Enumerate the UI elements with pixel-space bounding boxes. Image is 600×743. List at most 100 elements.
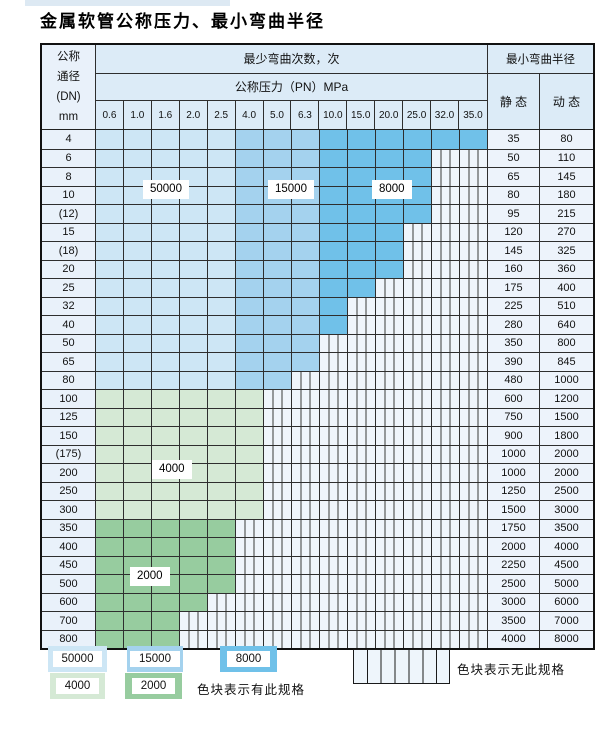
matrix-cell-spec	[152, 390, 180, 408]
matrix-cell-nospec	[432, 223, 460, 241]
matrix-cell-spec	[124, 408, 152, 426]
table-row: (12) 95 215	[42, 204, 593, 223]
matrix-cell-nospec	[404, 297, 432, 315]
dynamic-radius-cell: 400	[540, 279, 593, 297]
table-row: 250 1250 2500	[42, 481, 593, 500]
legend-swatch-label: 8000	[226, 651, 271, 667]
matrix-cell-nospec	[264, 390, 292, 408]
dynamic-radius-cell: 180	[540, 186, 593, 204]
matrix-cell-nospec	[460, 390, 488, 408]
dn-cell: 4	[42, 130, 96, 149]
matrix-cell-spec	[96, 630, 124, 648]
matrix-cell-nospec	[376, 612, 404, 630]
static-radius-cell: 750	[488, 408, 540, 426]
matrix-cell-spec	[152, 279, 180, 297]
matrix-cell-spec	[96, 316, 124, 334]
top-page-strip	[25, 0, 230, 6]
matrix-cell-spec	[96, 168, 124, 186]
matrix-cell-nospec	[292, 464, 320, 482]
static-radius-cell: 4000	[488, 630, 540, 648]
matrix-cell-nospec	[348, 612, 376, 630]
matrix-cell-nospec	[292, 538, 320, 556]
dynamic-radius-cell: 2500	[540, 482, 593, 500]
matrix-cell-spec	[208, 427, 236, 445]
matrix-cell-spec	[180, 223, 208, 241]
dynamic-radius-cell: 3500	[540, 519, 593, 537]
static-radius-cell: 50	[488, 149, 540, 167]
dn-cell: 65	[42, 353, 96, 371]
matrix-cell-spec	[124, 279, 152, 297]
static-radius-cell: 160	[488, 260, 540, 278]
dn-cell: 600	[42, 593, 96, 611]
matrix-cell-spec	[208, 445, 236, 463]
matrix-cell-spec	[180, 519, 208, 537]
matrix-cell-spec	[180, 316, 208, 334]
matrix-cell-nospec	[348, 575, 376, 593]
dn-cell: 800	[42, 630, 96, 648]
matrix-cell-nospec	[348, 464, 376, 482]
matrix-cell-nospec	[292, 501, 320, 519]
static-radius-cell: 1000	[488, 464, 540, 482]
matrix-cell-spec	[236, 223, 264, 241]
matrix-cell-nospec	[292, 556, 320, 574]
matrix-cell-nospec	[432, 260, 460, 278]
dynamic-radius-cell: 270	[540, 223, 593, 241]
matrix-cell-spec	[180, 353, 208, 371]
matrix-cell-spec	[124, 149, 152, 167]
matrix-cell-nospec	[432, 297, 460, 315]
table-row: 200 1000 2000	[42, 463, 593, 482]
matrix-cell-spec	[124, 130, 152, 149]
matrix-cell-spec	[264, 334, 292, 352]
matrix-cell-nospec	[236, 519, 264, 537]
matrix-cell-spec	[236, 334, 264, 352]
dynamic-radius-cell: 110	[540, 149, 593, 167]
matrix-cell-nospec	[460, 408, 488, 426]
matrix-cell-spec	[236, 316, 264, 334]
matrix-cell-spec	[208, 353, 236, 371]
matrix-cell-nospec	[460, 149, 488, 167]
static-radius-cell: 3500	[488, 612, 540, 630]
static-radius-cell: 280	[488, 316, 540, 334]
matrix-cell-spec	[180, 538, 208, 556]
matrix-cell-nospec	[432, 445, 460, 463]
legend-nospec-text: 色块表示无此规格	[457, 663, 566, 677]
matrix-cell-nospec	[320, 501, 348, 519]
matrix-cell-nospec	[460, 260, 488, 278]
matrix-cell-spec	[348, 130, 376, 149]
matrix-cell-nospec	[292, 371, 320, 389]
matrix-cell-spec	[96, 279, 124, 297]
matrix-cell-spec	[96, 371, 124, 389]
matrix-cell-nospec	[348, 630, 376, 648]
matrix-cell-nospec	[348, 593, 376, 611]
dn-header-line: mm	[58, 111, 79, 123]
dynamic-radius-cell: 1000	[540, 371, 593, 389]
matrix-cell-spec	[180, 149, 208, 167]
matrix-cell-nospec	[404, 556, 432, 574]
matrix-cell-nospec	[404, 445, 432, 463]
matrix-cell-nospec	[348, 519, 376, 537]
matrix-cell-spec	[348, 279, 376, 297]
matrix-cell-spec	[348, 260, 376, 278]
matrix-cell-nospec	[320, 556, 348, 574]
radius-header-group: 最小弯曲半径 静 态 动 态	[488, 45, 593, 129]
matrix-cell-spec	[152, 445, 180, 463]
static-radius-cell: 2000	[488, 538, 540, 556]
matrix-cell-spec	[152, 593, 180, 611]
matrix-cell-spec	[180, 242, 208, 260]
matrix-cell-nospec	[404, 353, 432, 371]
matrix-cell-spec	[236, 260, 264, 278]
matrix-cell-nospec	[264, 612, 292, 630]
matrix-cell-spec	[264, 371, 292, 389]
dynamic-radius-cell: 1500	[540, 408, 593, 426]
dn-cell: (18)	[42, 242, 96, 260]
matrix-cell-nospec	[320, 445, 348, 463]
static-radius-cell: 390	[488, 353, 540, 371]
matrix-cell-spec	[96, 612, 124, 630]
matrix-cell-nospec	[376, 593, 404, 611]
matrix-cell-spec	[152, 427, 180, 445]
dn-cell: 350	[42, 519, 96, 537]
matrix-cell-nospec	[432, 464, 460, 482]
matrix-cell-nospec	[264, 482, 292, 500]
cycle-label-50000: 50000	[143, 180, 189, 199]
dynamic-radius-cell: 510	[540, 297, 593, 315]
